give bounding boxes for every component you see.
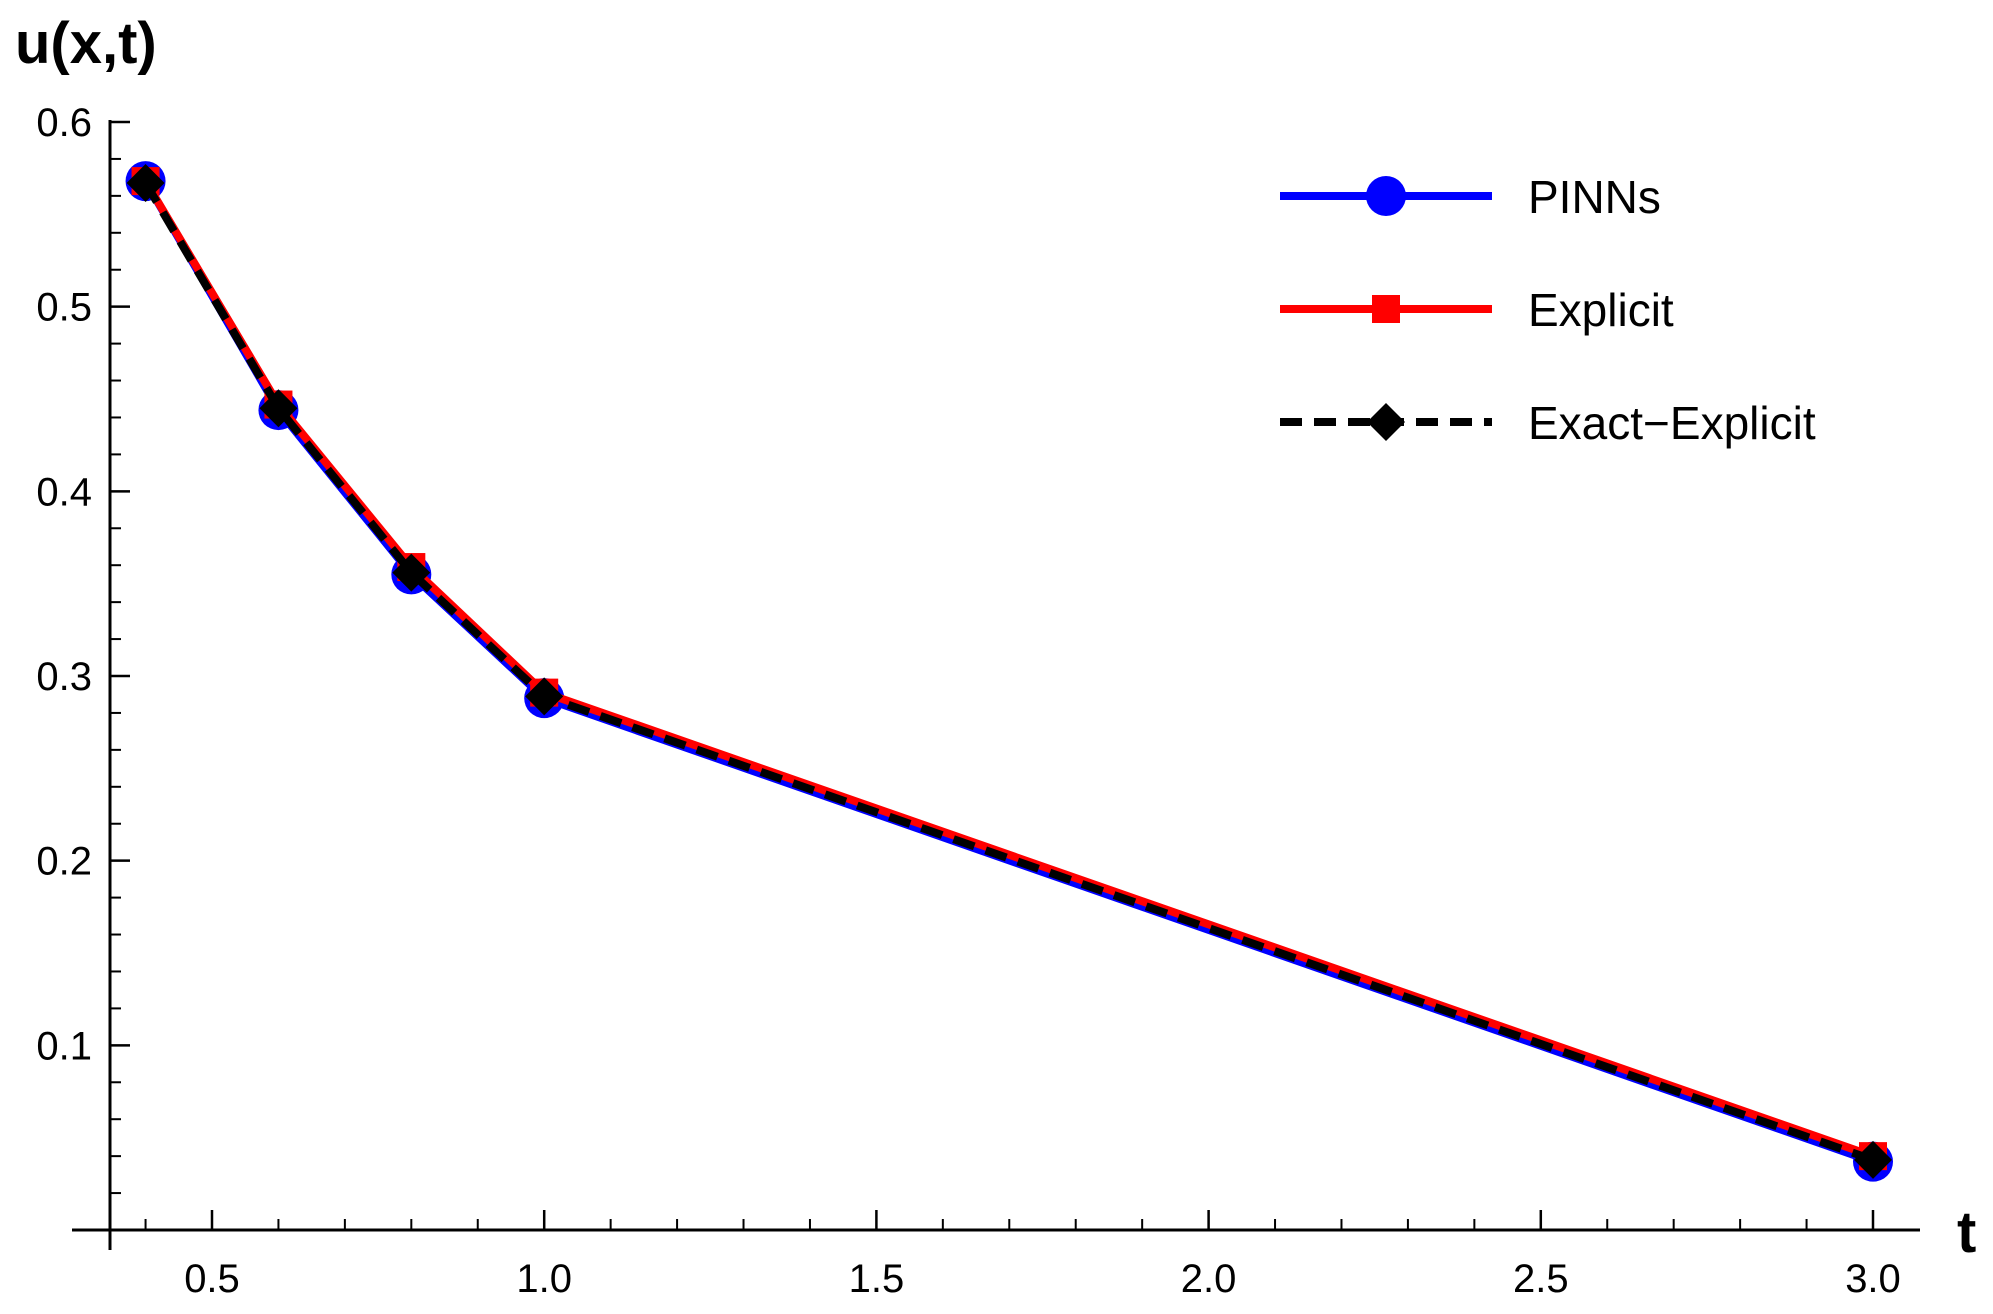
x-tick-label: 1.5: [849, 1257, 905, 1301]
y-tick-label: 0.1: [36, 1024, 92, 1068]
data-point: [126, 163, 165, 202]
legend-label: PINNs: [1528, 171, 1661, 223]
axis-ticks: 0.1 0.2 0.3 0.4 0.5 0.6 0.5 1.0 1.5 2.0 2.5 3.0: [36, 101, 1900, 1301]
legend-label: Exact−Explicit: [1528, 397, 1816, 449]
y-tick-label: 0.5: [36, 286, 92, 330]
data-point: [392, 553, 431, 592]
x-tick-label: 0.5: [184, 1257, 240, 1301]
legend-item: Explicit: [1280, 284, 1674, 336]
series-layer: [125, 161, 1893, 1182]
x-tick-label: 2.5: [1513, 1257, 1569, 1301]
legend: PINNs Explicit Exact−Explicit: [1280, 171, 1816, 449]
x-tick-label: 2.0: [1181, 1257, 1237, 1301]
y-tick-label: 0.4: [36, 470, 92, 514]
legend-marker: [1366, 176, 1406, 216]
y-tick-label: 0.6: [36, 101, 92, 145]
data-point: [259, 389, 298, 428]
data-point: [1854, 1140, 1892, 1179]
y-tick-label: 0.2: [36, 840, 92, 884]
series-3: [126, 163, 1892, 1179]
legend-item: PINNs: [1280, 171, 1661, 223]
data-point: [525, 677, 564, 716]
legend-label: Explicit: [1528, 284, 1674, 336]
legend-marker: [1372, 295, 1400, 323]
x-tick-label: 1.0: [516, 1257, 572, 1301]
x-tick-label: 3.0: [1845, 1257, 1901, 1301]
legend-item: Exact−Explicit: [1280, 397, 1816, 449]
y-axis-title: u(x,t): [15, 11, 157, 76]
series-line: [142, 180, 1875, 1164]
legend-marker: [1367, 403, 1405, 441]
y-tick-label: 0.3: [36, 655, 92, 699]
x-axis-title: t: [1957, 1200, 1976, 1265]
